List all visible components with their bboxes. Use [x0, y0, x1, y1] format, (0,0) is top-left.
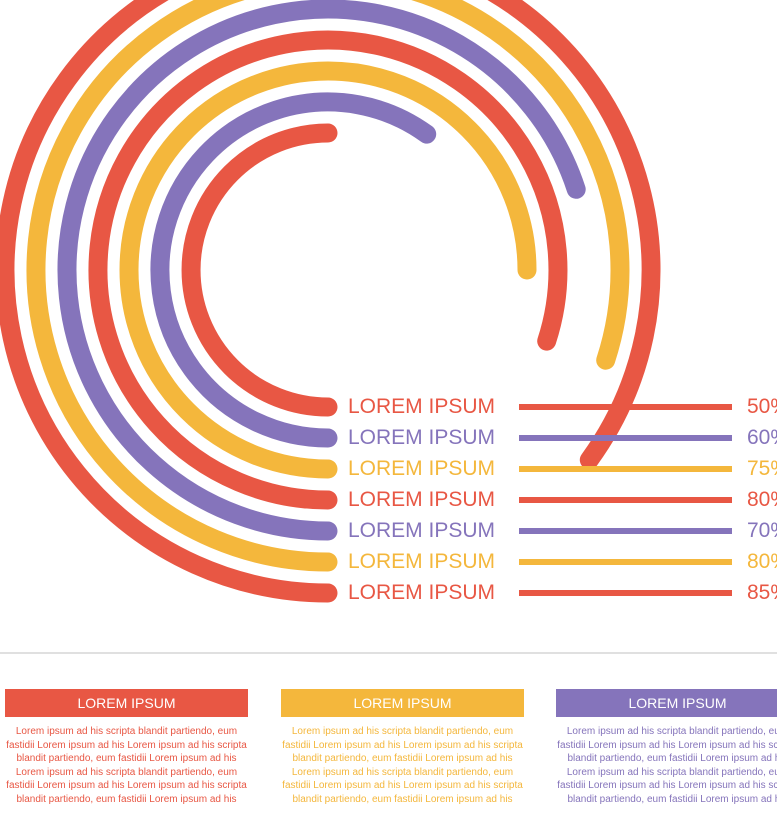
legend-label-1: LOREM IPSUM: [348, 581, 496, 604]
arc-bar-7: [181, 123, 338, 417]
panel-text-line: Lorem ipsum ad his scripta blandit parti…: [15, 766, 238, 778]
arc-bar-6: [150, 92, 437, 448]
panel-text: Lorem ipsum ad his scripta blandit parti…: [5, 725, 248, 807]
legend-label-5: LOREM IPSUM: [348, 457, 496, 480]
info-panel-2: LOREM IPSUM Lorem ipsum ad his scripta bl…: [281, 689, 524, 807]
arc-bar-1: [0, 0, 661, 603]
legend-label-7: LOREM IPSUM: [348, 395, 496, 418]
panel-text-line: Lorem ipsum ad his scripta blandit parti…: [291, 726, 514, 737]
panel-text-line: fastidii Lorem ipsum ad his Lorem ipsum …: [6, 780, 247, 792]
panel-text-line: fastidii Lorem ipsum ad his Lorem ipsum …: [557, 780, 777, 792]
panel-text: Lorem ipsum ad his scripta blandit parti…: [556, 725, 777, 807]
legend-label-3: LOREM IPSUM: [348, 519, 496, 542]
arc-bar-2: [26, 0, 630, 572]
info-panel-3: LOREM IPSUM Lorem ipsum ad his scripta bl…: [556, 689, 777, 807]
arc-bar-5: [119, 61, 537, 479]
radial-bar-chart: [0, 0, 732, 603]
panel-text-line: blandit partiendo, eum fastidii Lorem ip…: [292, 753, 513, 765]
legend-label-6: LOREM IPSUM: [348, 426, 496, 449]
panel-title: LOREM IPSUM: [281, 689, 524, 717]
panel-title: LOREM IPSUM: [556, 689, 777, 717]
value-label-4: 80%: [747, 488, 777, 511]
panel-text-line: Lorem ipsum ad his scripta blandit parti…: [15, 726, 238, 737]
panel-text-line: blandit partiendo, eum fastidii Lorem ip…: [292, 793, 513, 805]
legend-label-2: LOREM IPSUM: [348, 550, 496, 573]
value-label-1: 85%: [747, 581, 777, 604]
panel-text-line: blandit partiendo, eum fastidii Lorem ip…: [16, 753, 237, 765]
divider: [0, 652, 777, 654]
info-panel-1: LOREM IPSUM Lorem ipsum ad his scripta bl…: [5, 689, 248, 807]
panel-text-line: fastidii Lorem ipsum ad his Lorem ipsum …: [282, 739, 523, 751]
panel-text-line: blandit partiendo, eum fastidii Lorem ip…: [16, 793, 237, 805]
panel-text: Lorem ipsum ad his scripta blandit parti…: [281, 725, 524, 807]
panel-text-line: fastidii Lorem ipsum ad his Lorem ipsum …: [557, 739, 777, 751]
value-label-5: 75%: [747, 457, 777, 480]
panel-text-line: Lorem ipsum ad his scripta blandit parti…: [291, 766, 514, 778]
panel-text-line: Lorem ipsum ad his scripta blandit parti…: [566, 726, 777, 737]
panel-text-line: Lorem ipsum ad his scripta blandit parti…: [566, 766, 777, 778]
value-label-3: 70%: [747, 519, 777, 542]
panel-text-line: blandit partiendo, eum fastidii Lorem ip…: [567, 753, 777, 765]
panel-text-line: fastidii Lorem ipsum ad his Lorem ipsum …: [282, 780, 523, 792]
value-label-2: 80%: [747, 550, 777, 573]
arc-bar-4: [88, 30, 568, 510]
panel-text-line: fastidii Lorem ipsum ad his Lorem ipsum …: [6, 739, 247, 751]
arc-bar-3: [57, 0, 586, 541]
panel-title: LOREM IPSUM: [5, 689, 248, 717]
legend-label-4: LOREM IPSUM: [348, 488, 496, 511]
value-label-6: 60%: [747, 426, 777, 449]
value-label-7: 50%: [747, 395, 777, 418]
panel-text-line: blandit partiendo, eum fastidii Lorem ip…: [567, 793, 777, 805]
